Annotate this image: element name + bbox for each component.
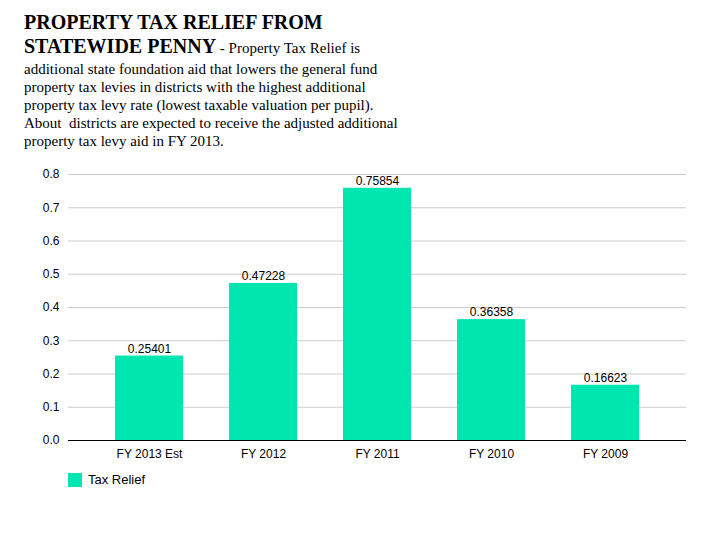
svg-text:0.4: 0.4 — [43, 300, 60, 314]
html-text:property tax levy rate (lowest: property tax levy rate (lowest taxable v… — [24, 97, 374, 113]
svg-text:0.7: 0.7 — [43, 201, 60, 215]
svg-text:0.16623: 0.16623 — [584, 371, 628, 385]
svg-text:0.75854: 0.75854 — [356, 174, 400, 188]
svg-text:FY 2009: FY 2009 — [583, 447, 628, 461]
html-text:additional state foundation ai: additional state foundation aid that low… — [24, 61, 378, 77]
svg-text:FY 2011: FY 2011 — [355, 447, 400, 461]
html-text:Tax Relief: Tax Relief — [88, 472, 146, 487]
svg-text:FY 2013 Est: FY 2013 Est — [117, 447, 183, 461]
svg-text:0.5: 0.5 — [43, 267, 60, 281]
html-text:STATEWIDE PENNY- Property Tax: STATEWIDE PENNY- Property Tax Relief is — [24, 35, 361, 57]
svg-text:0.47228: 0.47228 — [242, 269, 286, 283]
svg-text:0.25401: 0.25401 — [128, 342, 172, 356]
svg-text:0.6: 0.6 — [43, 234, 60, 248]
svg-text:0.2: 0.2 — [43, 367, 60, 381]
svg-text:0.0: 0.0 — [43, 433, 60, 447]
html-text:About districts are expected t: About districts are expected to receive … — [24, 115, 398, 131]
html-text:property tax levies in distric: property tax levies in districts with th… — [24, 79, 366, 95]
svg-text:0.8: 0.8 — [43, 167, 60, 181]
svg-text:0.3: 0.3 — [43, 334, 60, 348]
svg-text:FY 2010: FY 2010 — [469, 447, 514, 461]
svg-text:FY 2012: FY 2012 — [241, 447, 286, 461]
html-text:PROPERTY TAX RELIEF FROM: PROPERTY TAX RELIEF FROM — [24, 11, 323, 33]
html-text:property tax levy aid in FY 20: property tax levy aid in FY 2013. — [24, 133, 224, 149]
svg-text:0.1: 0.1 — [43, 400, 60, 414]
svg-text:0.36358: 0.36358 — [470, 305, 514, 319]
